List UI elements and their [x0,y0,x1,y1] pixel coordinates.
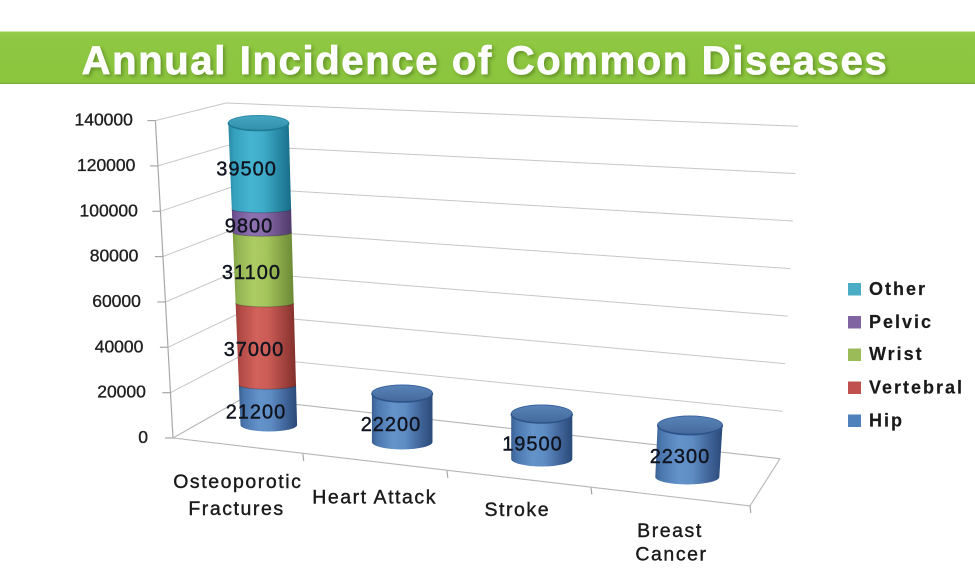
svg-text:Fractures: Fractures [188,498,284,520]
svg-text:37000: 37000 [224,339,285,361]
svg-text:20000: 20000 [97,382,146,402]
svg-text:9800: 9800 [225,216,274,238]
svg-text:Osteoporotic: Osteoporotic [173,471,302,493]
svg-text:Stroke: Stroke [484,499,550,521]
svg-text:120000: 120000 [77,155,136,175]
svg-text:40000: 40000 [95,336,144,356]
svg-text:Hip: Hip [869,411,904,431]
svg-text:39500: 39500 [216,159,277,181]
svg-text:100000: 100000 [79,200,138,220]
svg-text:80000: 80000 [90,246,139,266]
svg-text:22300: 22300 [650,446,711,468]
svg-text:Heart Attack: Heart Attack [312,487,437,509]
svg-text:Breast: Breast [637,520,703,542]
svg-text:Other: Other [869,279,927,299]
svg-text:Pelvic: Pelvic [869,312,933,332]
svg-text:31100: 31100 [222,262,281,284]
svg-text:19500: 19500 [502,434,563,456]
svg-text:21200: 21200 [226,402,287,424]
svg-text:Annual Incidence of Common Dis: Annual Incidence of Common Diseases [82,39,889,83]
svg-text:Wrist: Wrist [869,344,924,364]
svg-text:0: 0 [138,427,148,447]
svg-text:140000: 140000 [74,110,133,130]
svg-text:22200: 22200 [361,414,422,436]
svg-text:60000: 60000 [92,291,141,311]
svg-text:Vertebral: Vertebral [869,378,964,398]
svg-text:Cancer: Cancer [635,544,707,566]
